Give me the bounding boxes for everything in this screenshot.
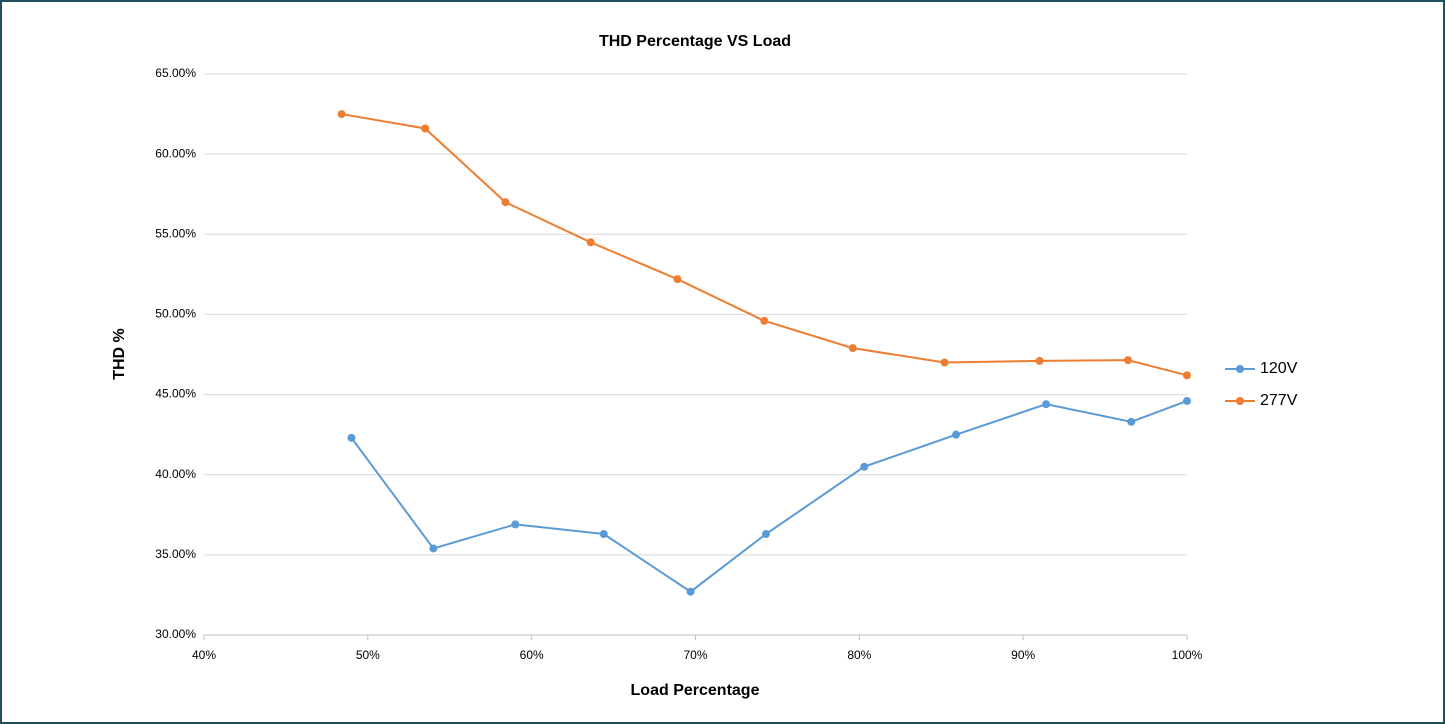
x-tick-label: 70% bbox=[683, 648, 707, 662]
x-tick-label: 40% bbox=[192, 648, 216, 662]
y-tick-label: 60.00% bbox=[155, 146, 196, 160]
point bbox=[1183, 396, 1191, 405]
point bbox=[848, 344, 857, 353]
y-tick-label: 55.00% bbox=[155, 226, 196, 240]
x-tick-label: 100% bbox=[1172, 648, 1203, 662]
y-axis-label: THD % bbox=[111, 328, 128, 380]
point bbox=[347, 433, 356, 442]
y-tick-label: 50.00% bbox=[155, 307, 196, 321]
legend-label: 120V bbox=[1260, 360, 1298, 377]
legend-marker bbox=[1236, 365, 1244, 373]
point bbox=[511, 520, 520, 529]
point bbox=[599, 530, 608, 539]
chart-title: THD Percentage VS Load bbox=[599, 33, 791, 50]
x-axis-label: Load Percentage bbox=[631, 682, 760, 699]
point bbox=[940, 358, 949, 367]
point bbox=[1124, 356, 1133, 365]
point bbox=[761, 530, 770, 539]
point bbox=[760, 316, 769, 325]
point bbox=[429, 544, 438, 553]
point bbox=[1035, 356, 1044, 365]
x-tick-label: 50% bbox=[356, 648, 380, 662]
x-tick-label: 60% bbox=[520, 648, 544, 662]
y-tick-label: 65.00% bbox=[155, 66, 196, 80]
legend-marker bbox=[1236, 397, 1244, 405]
y-tick-label: 40.00% bbox=[155, 467, 196, 481]
point bbox=[673, 275, 682, 284]
point bbox=[951, 430, 960, 439]
point bbox=[1183, 371, 1191, 380]
point bbox=[501, 198, 510, 207]
x-tick-label: 80% bbox=[847, 648, 871, 662]
legend-label: 277V bbox=[1260, 392, 1298, 409]
point bbox=[586, 238, 595, 247]
point bbox=[1127, 417, 1136, 426]
y-tick-label: 30.00% bbox=[155, 627, 196, 641]
point bbox=[860, 462, 869, 471]
point bbox=[1042, 400, 1051, 409]
point bbox=[686, 587, 695, 596]
y-tick-label: 45.00% bbox=[155, 387, 196, 401]
point bbox=[421, 124, 430, 133]
y-tick-label: 35.00% bbox=[155, 547, 196, 561]
x-tick-label: 90% bbox=[1011, 648, 1035, 662]
point bbox=[337, 110, 346, 119]
